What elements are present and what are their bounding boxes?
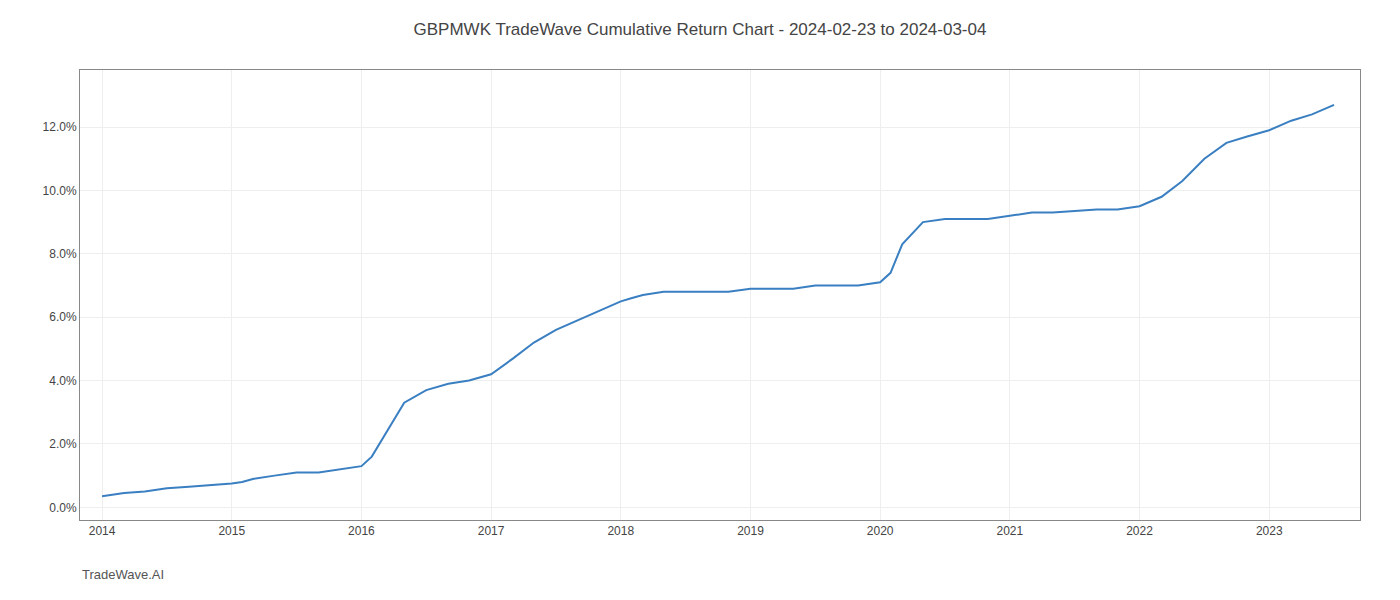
svg-text:8.0%: 8.0%	[49, 247, 77, 261]
svg-text:12.0%: 12.0%	[43, 120, 77, 134]
svg-text:2019: 2019	[737, 524, 764, 538]
svg-text:10.0%: 10.0%	[43, 184, 77, 198]
svg-text:2017: 2017	[478, 524, 505, 538]
svg-text:2022: 2022	[1126, 524, 1153, 538]
svg-text:2021: 2021	[996, 524, 1023, 538]
svg-text:0.0%: 0.0%	[49, 501, 77, 515]
svg-text:2014: 2014	[89, 524, 116, 538]
svg-text:2015: 2015	[218, 524, 245, 538]
svg-text:4.0%: 4.0%	[49, 374, 77, 388]
svg-text:2018: 2018	[607, 524, 634, 538]
svg-text:2016: 2016	[348, 524, 375, 538]
svg-text:2020: 2020	[867, 524, 894, 538]
svg-text:2.0%: 2.0%	[49, 437, 77, 451]
svg-text:TradeWave.AI: TradeWave.AI	[82, 567, 164, 582]
svg-text:2023: 2023	[1256, 524, 1283, 538]
svg-text:6.0%: 6.0%	[49, 310, 77, 324]
svg-text:GBPMWK TradeWave Cumulative Re: GBPMWK TradeWave Cumulative Return Chart…	[414, 20, 987, 39]
